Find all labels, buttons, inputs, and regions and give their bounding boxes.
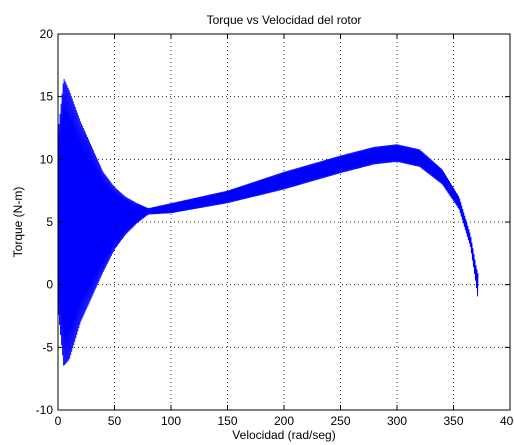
x-tick-label: 400	[500, 414, 514, 428]
chart-title: Torque vs Velocidad del rotor	[207, 13, 362, 27]
x-tick-label: 50	[108, 414, 122, 428]
y-tick-label: 20	[40, 27, 54, 41]
torque-series-line	[57, 78, 479, 366]
x-tick-label: 350	[443, 414, 463, 428]
y-tick-label: 0	[46, 278, 53, 292]
y-tick-label: -10	[36, 403, 54, 417]
x-axis-label: Velocidad (rad/seg)	[232, 428, 335, 442]
ticks: 0 50 100 150 200 250 300 350 400 -10 -5 0 5 10 15 20	[36, 27, 514, 428]
x-tick-label: 300	[387, 414, 407, 428]
x-tick-label: 200	[274, 414, 294, 428]
y-axis-label: Torque (N-m)	[11, 187, 25, 258]
x-tick-label: 250	[330, 414, 350, 428]
y-tick-label: 10	[40, 152, 54, 166]
x-tick-label: 0	[55, 414, 62, 428]
plot-area	[57, 78, 479, 366]
x-tick-label: 100	[161, 414, 181, 428]
y-tick-label: 15	[40, 90, 54, 104]
x-tick-label: 150	[217, 414, 237, 428]
y-tick-label: -5	[42, 340, 53, 354]
y-tick-label: 5	[46, 215, 53, 229]
